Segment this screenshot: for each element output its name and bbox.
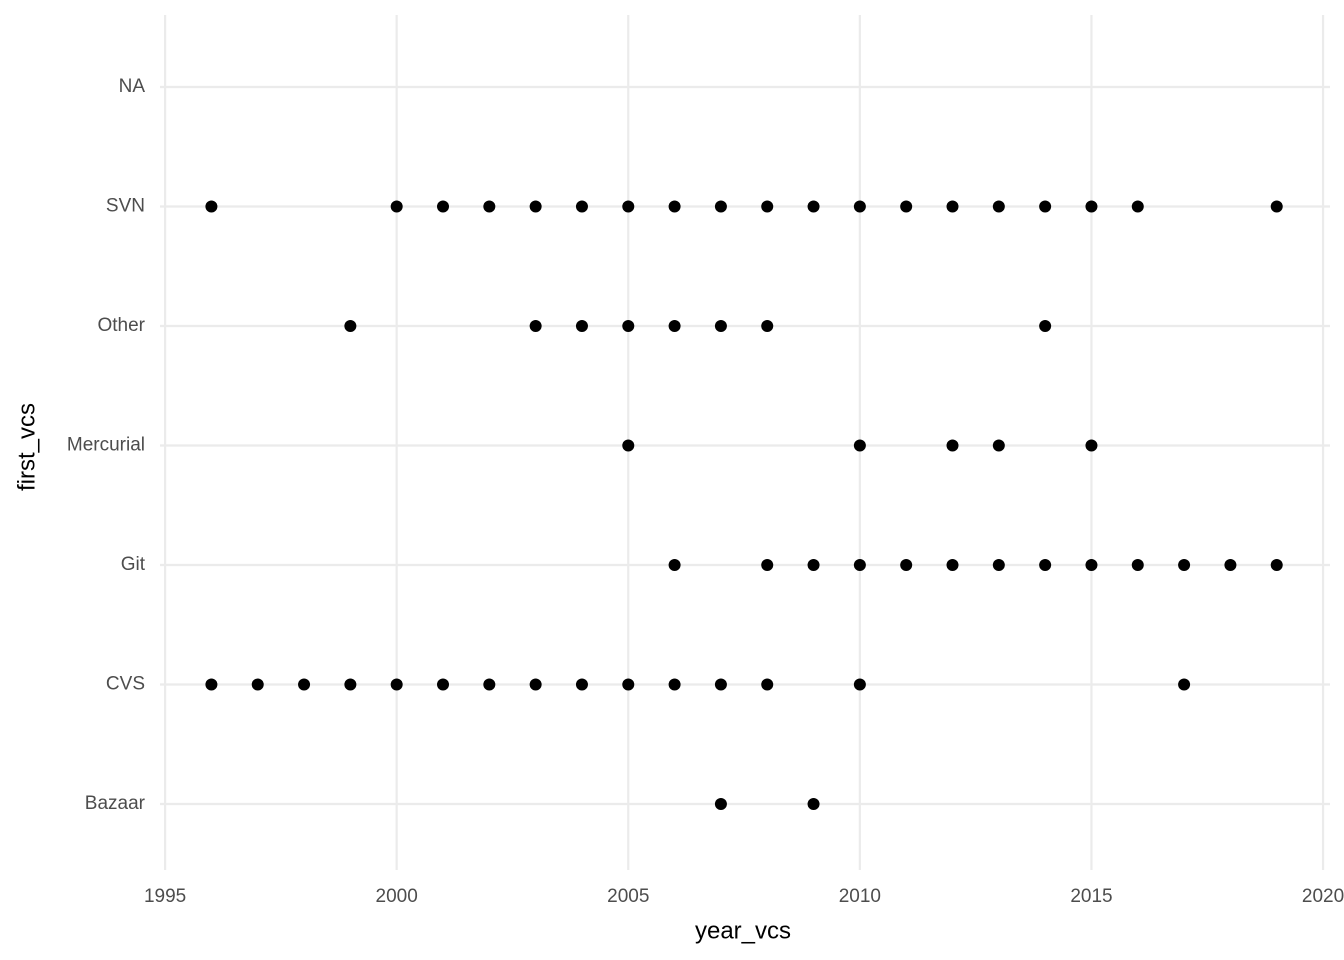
point [1178,559,1191,571]
point [807,559,820,571]
point [390,200,403,213]
point [1178,678,1191,691]
y-tick-label: Git [121,554,146,575]
point [1085,200,1098,213]
y-axis-title: first_vcs [13,403,40,491]
point [344,320,357,332]
point [946,559,959,571]
x-tick-label: 2000 [376,886,418,907]
y-tick-label: Other [97,315,145,336]
point [1224,559,1237,571]
point [437,200,450,213]
point [205,678,218,691]
point [1270,200,1283,213]
point [1131,200,1144,213]
x-axis-title: year_vcs [695,917,791,944]
point [900,559,913,571]
y-tick-label: NA [119,76,146,97]
point [714,798,727,810]
point [483,200,496,213]
point [251,678,264,691]
point [807,798,820,810]
point [575,320,588,332]
point [437,678,450,691]
point [668,320,681,332]
point [900,200,913,213]
point [668,678,681,691]
x-tick-label: 2010 [839,886,881,907]
point [992,200,1005,213]
point [853,200,866,213]
x-tick-label: 2005 [607,886,649,907]
point [668,200,681,213]
point [853,678,866,691]
point [344,678,357,691]
point [1039,200,1052,213]
point [622,678,635,691]
point [1131,559,1144,571]
point [992,559,1005,571]
point [622,320,635,332]
x-tick-label: 1995 [144,886,186,907]
point [390,678,403,691]
point [853,559,866,571]
point [853,439,866,452]
point [529,320,542,332]
point [807,200,820,213]
point [205,200,218,213]
point [714,320,727,332]
y-tick-label: Bazaar [85,793,146,814]
point [1039,559,1052,571]
point [714,678,727,691]
point [761,678,774,691]
y-tick-label: SVN [106,196,145,217]
y-tick-label: Mercurial [67,435,145,456]
point [483,678,496,691]
point [622,200,635,213]
point [298,678,311,691]
point [575,678,588,691]
point [622,439,635,452]
point [668,559,681,571]
point [714,200,727,213]
point [946,439,959,452]
x-tick-label: 2015 [1070,886,1112,907]
point [1085,439,1098,452]
point [1085,559,1098,571]
point [529,200,542,213]
point [529,678,542,691]
point [575,200,588,213]
y-tick-label: CVS [106,674,145,695]
point [992,439,1005,452]
point [1270,559,1283,571]
point [761,320,774,332]
point [1039,320,1052,332]
point [761,559,774,571]
point [946,200,959,213]
x-tick-label: 2020 [1302,886,1344,907]
point [761,200,774,213]
